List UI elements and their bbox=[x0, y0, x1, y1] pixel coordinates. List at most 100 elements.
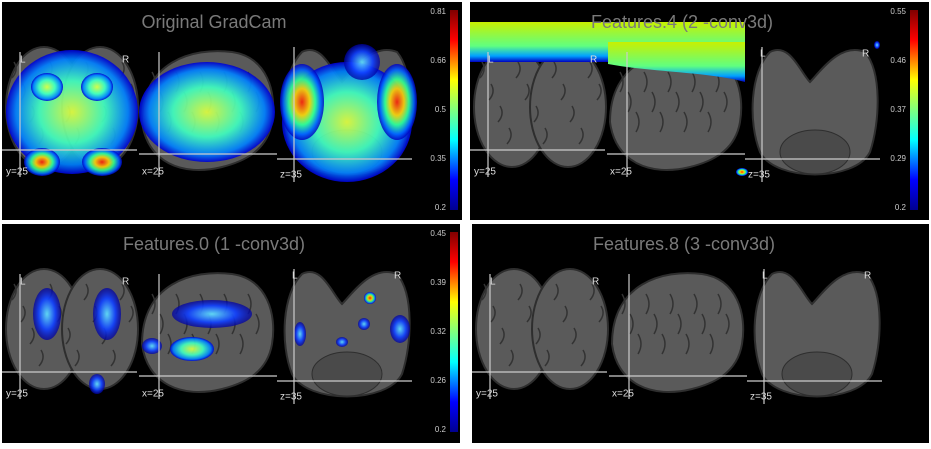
sulcus bbox=[589, 283, 595, 301]
sulcus bbox=[619, 71, 624, 93]
sulcus bbox=[38, 349, 44, 367]
sulcus bbox=[709, 333, 714, 355]
heatmap bbox=[93, 288, 121, 340]
sulcus bbox=[651, 91, 656, 113]
sulcus bbox=[653, 313, 658, 335]
sulcus bbox=[20, 305, 26, 323]
sulcus bbox=[598, 305, 604, 323]
heatmap bbox=[608, 42, 745, 82]
heatmap bbox=[33, 288, 61, 340]
colorbar-label: 0.2 bbox=[895, 203, 907, 212]
sulcus bbox=[515, 61, 521, 79]
sulcus bbox=[29, 327, 35, 345]
slice-label: z=35 bbox=[280, 392, 302, 403]
panel: y=25 L Rx=25 z=35 L R Features.0 (1 -conv3d) 0.… bbox=[2, 224, 460, 443]
panel: y=25 L Rx=25 z=35 L R Features.4 (2 -conv3d) 0.… bbox=[470, 2, 929, 220]
sulcus bbox=[560, 83, 566, 101]
sulcus bbox=[596, 83, 602, 101]
sulcus bbox=[535, 327, 541, 345]
slice-label: x=25 bbox=[142, 167, 164, 178]
sulcus bbox=[11, 61, 17, 79]
slice-label: z=35 bbox=[280, 170, 302, 181]
sulcus bbox=[151, 293, 156, 315]
heatmap bbox=[358, 318, 370, 330]
heatmap bbox=[874, 41, 880, 49]
sulcus bbox=[675, 91, 680, 113]
colorbar bbox=[910, 10, 918, 210]
sulcus bbox=[637, 333, 642, 355]
panel-title: Features.8 (3 -conv3d) bbox=[593, 234, 775, 254]
colorbar-label: 0.66 bbox=[430, 56, 446, 65]
colorbar-label: 0.2 bbox=[435, 425, 447, 434]
panel: y=25 L Rx=25 z=35 Original GradCam 0.81 0.66 0.… bbox=[2, 2, 462, 220]
sulcus bbox=[508, 349, 514, 367]
coronal-brain bbox=[531, 268, 609, 390]
heatmap bbox=[390, 315, 410, 343]
orientation-label: L bbox=[762, 271, 768, 282]
sulcus bbox=[490, 305, 496, 323]
panel-title: Original GradCam bbox=[141, 12, 286, 32]
sulcus bbox=[497, 105, 503, 123]
colorbar-label: 0.26 bbox=[430, 376, 446, 385]
heatmap bbox=[139, 62, 275, 162]
sulcus bbox=[677, 313, 682, 335]
cerebellum bbox=[311, 351, 383, 397]
sulcus bbox=[571, 327, 577, 345]
colorbar bbox=[450, 232, 458, 432]
sulcus bbox=[110, 349, 116, 367]
colorbar-label: 0.32 bbox=[430, 327, 446, 336]
sulcus bbox=[635, 111, 640, 133]
sulcus bbox=[239, 333, 244, 355]
sulcus bbox=[533, 105, 539, 123]
sulcus bbox=[627, 91, 632, 113]
heatmap bbox=[172, 300, 252, 328]
panel: y=25 L Rx=25 z=35 L R Features.8 (3 -conv3d) bbox=[472, 224, 929, 443]
sulcus bbox=[506, 127, 512, 145]
panel-title: Features.4 (2 -conv3d) bbox=[591, 12, 773, 32]
slice-label: x=25 bbox=[610, 167, 632, 178]
orientation-label: L bbox=[20, 55, 26, 66]
orientation-label: L bbox=[292, 271, 298, 282]
colorbar-label: 0.46 bbox=[890, 56, 906, 65]
sulcus bbox=[621, 293, 626, 315]
slice-label: y=25 bbox=[474, 167, 496, 178]
sulcus bbox=[255, 313, 260, 335]
sulcus bbox=[167, 333, 172, 355]
sulcus bbox=[661, 333, 666, 355]
colorbar-label: 0.35 bbox=[430, 154, 446, 163]
orientation-label: R bbox=[394, 271, 401, 282]
heatmap bbox=[142, 338, 162, 354]
sulcus bbox=[580, 349, 586, 367]
sulcus bbox=[553, 283, 559, 301]
orientation-label: L bbox=[488, 55, 494, 66]
heatmap bbox=[31, 73, 63, 101]
slice-label: y=25 bbox=[476, 389, 498, 400]
sulcus bbox=[65, 327, 71, 345]
panel-title: Features.0 (1 -conv3d) bbox=[123, 234, 305, 254]
sulcus bbox=[645, 293, 650, 315]
heatmap bbox=[377, 64, 417, 140]
cerebellum bbox=[779, 129, 851, 175]
orientation-label: R bbox=[590, 55, 597, 66]
heatmap bbox=[280, 64, 324, 140]
sulcus bbox=[691, 71, 696, 93]
sulcus bbox=[74, 349, 80, 367]
colorbar-label: 0.2 bbox=[435, 203, 447, 212]
orientation-label: R bbox=[122, 55, 129, 66]
slice-label: y=25 bbox=[6, 389, 28, 400]
orientation-label: R bbox=[864, 271, 871, 282]
sulcus bbox=[499, 327, 505, 345]
sulcus bbox=[659, 111, 664, 133]
orientation-label: R bbox=[592, 277, 599, 288]
colorbar-label: 0.37 bbox=[890, 105, 906, 114]
heatmap bbox=[344, 44, 380, 80]
sulcus bbox=[119, 283, 125, 301]
sulcus bbox=[685, 333, 690, 355]
colorbar bbox=[450, 10, 458, 210]
sulcus bbox=[481, 283, 487, 301]
colorbar-label: 0.45 bbox=[430, 229, 446, 238]
sulcus bbox=[587, 61, 593, 79]
colorbar-label: 0.29 bbox=[890, 154, 906, 163]
sulcus bbox=[701, 313, 706, 335]
slice-label: x=25 bbox=[612, 389, 634, 400]
